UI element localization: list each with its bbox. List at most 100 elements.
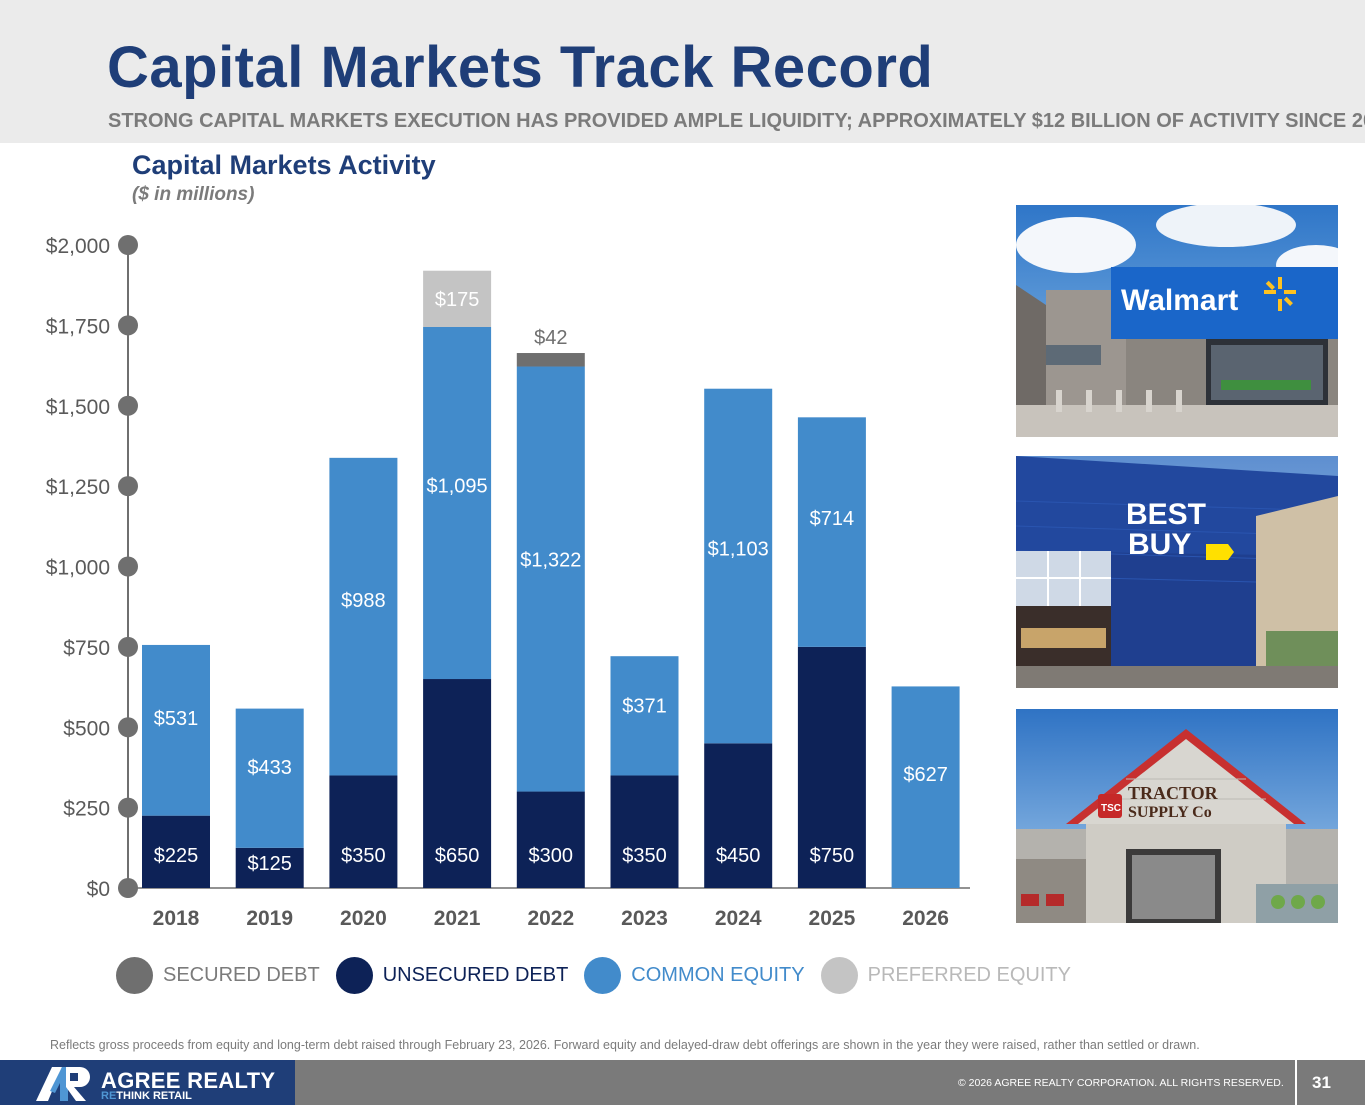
x-tick-label: 2022 (527, 907, 574, 930)
x-tick-label: 2025 (809, 907, 856, 930)
x-tick-label: 2026 (902, 907, 949, 930)
data-label-common-equity: $1,103 (708, 538, 769, 560)
bar-common-equity (797, 417, 866, 647)
legend-label-secured-debt: SECURED DEBT (163, 963, 320, 986)
data-label-common-equity: $531 (154, 708, 199, 730)
data-label-unsecured-debt: $450 (716, 845, 761, 867)
bestbuy-store-photo: BEST BUY (1016, 456, 1338, 688)
tagline-re: RE (101, 1090, 117, 1102)
bar-common-equity (891, 686, 960, 888)
y-tick-marker (118, 315, 138, 336)
data-label-common-equity: $988 (341, 590, 386, 612)
data-label-unsecured-debt: $300 (529, 845, 574, 867)
y-tick-marker (118, 636, 138, 657)
footer-divider (1295, 1060, 1297, 1105)
bar-unsecured-debt (423, 679, 492, 888)
legend-swatch-common-equity (584, 956, 622, 994)
legend-label-unsecured-debt: UNSECURED DEBT (382, 963, 569, 986)
bar-unsecured-debt (610, 775, 679, 888)
legend-swatch-secured-debt (116, 956, 153, 994)
bar-unsecured-debt (704, 743, 773, 888)
tagline-think: THINK (116, 1090, 153, 1102)
y-tick-marker (118, 235, 138, 255)
company-name: AGREE REALTY (101, 1068, 276, 1093)
legend-item-secured-debt: SECURED DEBT (116, 956, 320, 994)
y-tick-label: $1,250 (46, 476, 110, 499)
page-subtitle: STRONG CAPITAL MARKETS EXECUTION HAS PRO… (108, 110, 1365, 132)
legend-item-preferred-equity: PREFERRED EQUITY (820, 956, 1071, 994)
x-tick-label: 2019 (246, 907, 293, 930)
bar-unsecured-debt (142, 815, 210, 888)
tractor-supply-store-photo: TSC TRACTOR SUPPLY Co (1016, 709, 1338, 923)
page-number: 31 (1312, 1073, 1331, 1092)
bar-unsecured-debt (235, 847, 304, 888)
bar-common-equity (142, 644, 210, 816)
y-tick-marker (118, 717, 138, 738)
legend-item-unsecured-debt: UNSECURED DEBT (335, 956, 569, 994)
bar-preferred-equity (423, 270, 492, 327)
y-tick-marker (118, 395, 138, 416)
bar-unsecured-debt (797, 646, 866, 888)
capital-markets-chart: $0 $250 $500 $750 $1,000 $1,250 $1,500 $1,750 $2… (46, 235, 970, 930)
tractor-supply-sign-line2: SUPPLY Co (1128, 804, 1212, 821)
bestbuy-sign-line2: BUY (1128, 528, 1191, 561)
legend-swatch-preferred-equity (820, 956, 858, 994)
legend-item-common-equity: COMMON EQUITY (584, 956, 805, 994)
x-tick-label: 2020 (340, 907, 387, 930)
bar-common-equity (610, 656, 679, 776)
data-label-common-equity: $433 (247, 757, 292, 779)
y-tick-label: $1,500 (46, 396, 110, 419)
data-label-common-equity: $1,322 (520, 549, 581, 571)
data-label-common-equity: $1,095 (427, 475, 488, 497)
copyright-notice: © 2026 AGREE REALTY CORPORATION. ALL RIG… (958, 1077, 1284, 1089)
data-label-common-equity: $627 (903, 764, 948, 786)
legend-label-preferred-equity: PREFERRED EQUITY (867, 963, 1071, 986)
data-label-unsecured-debt: $350 (622, 845, 667, 867)
x-tick-label: 2024 (715, 907, 762, 930)
y-tick-marker (118, 556, 138, 577)
data-label-unsecured-debt: $125 (247, 853, 292, 875)
y-tick-marker (118, 797, 138, 818)
y-tick-label: $250 (63, 798, 110, 821)
company-tagline: RETHINK RETAIL (101, 1090, 192, 1102)
data-label-unsecured-debt: $650 (435, 845, 480, 867)
bar-common-equity (516, 366, 585, 792)
data-label-unsecured-debt: $225 (154, 845, 199, 867)
agree-realty-logo-icon (36, 1067, 90, 1101)
tractor-supply-sign-line1: TRACTOR (1128, 783, 1219, 803)
chart-units: ($ in millions) (132, 184, 255, 205)
data-label-preferred-equity: $175 (435, 289, 480, 311)
company-logo (0, 1060, 295, 1105)
y-tick-label: $1,750 (46, 315, 110, 338)
page-title: Capital Markets Track Record (107, 35, 934, 100)
bar-common-equity (704, 388, 773, 744)
y-tick-marker (118, 878, 138, 898)
data-label-common-equity: $371 (622, 695, 667, 717)
x-tick-label: 2021 (434, 907, 481, 930)
legend-swatch-unsecured-debt (335, 956, 373, 994)
tagline-retail: RETAIL (152, 1090, 192, 1102)
footnote: Reflects gross proceeds from equity and … (50, 1038, 1200, 1052)
y-tick-label: $1,000 (46, 557, 110, 580)
header-band (0, 0, 1365, 143)
data-label-extra-segment: $42 (534, 327, 567, 349)
x-tick-label: 2023 (621, 907, 668, 930)
data-label-common-equity: $714 (810, 508, 855, 530)
chart-legend: SECURED DEBT UNSECURED DEBT COMMON EQUIT… (116, 956, 1087, 994)
data-label-unsecured-debt: $750 (810, 845, 855, 867)
y-tick-label: $750 (63, 637, 110, 660)
bar-unsecured-debt (329, 775, 398, 888)
y-tick-label: $2,000 (46, 235, 110, 258)
y-tick-label: $0 (87, 878, 110, 901)
tsc-badge-text: TSC (1101, 803, 1121, 814)
y-tick-marker (118, 476, 138, 497)
y-tick-label: $500 (63, 717, 110, 740)
bar-common-equity (329, 457, 398, 776)
bar-common-equity (235, 708, 304, 848)
bestbuy-sign-line1: BEST (1126, 498, 1206, 531)
bar-common-equity (423, 326, 492, 680)
bar-extra-segment (516, 353, 585, 367)
x-tick-label: 2018 (153, 907, 200, 930)
chart-title: Capital Markets Activity (132, 150, 436, 180)
data-label-unsecured-debt: $350 (341, 845, 386, 867)
